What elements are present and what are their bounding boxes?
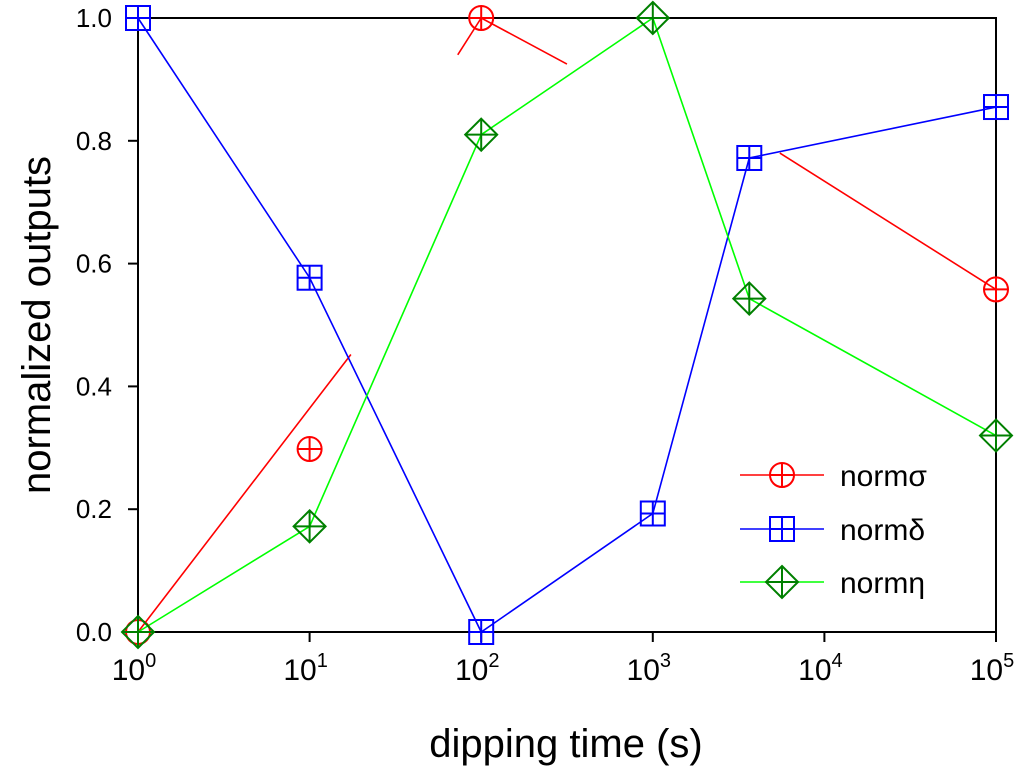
y-tick-label: 0.0 [76, 617, 112, 647]
legend-label: normδ [840, 514, 925, 547]
series-1-line [137, 17, 997, 634]
legend-swatch-marker [769, 462, 795, 488]
x-tick-label: 102 [455, 650, 500, 687]
x-tick-label: 101 [283, 650, 328, 687]
legend-swatch-marker [764, 564, 800, 600]
series-1-point [736, 144, 763, 171]
series-0-point [296, 436, 323, 463]
series-1-point [296, 264, 323, 291]
series-2-point [978, 418, 1014, 453]
series-lines [137, 16, 997, 634]
series-2-line [137, 16, 997, 633]
y-tick-label: 0.2 [76, 494, 112, 524]
series-0-point [468, 5, 495, 31]
x-tick-label: 100 [112, 650, 157, 687]
x-axis-ticks: 100 101 102 103 104 105 [112, 632, 1015, 687]
y-tick-label: 1.0 [76, 3, 112, 33]
series-1-point [639, 500, 666, 527]
legend-label: normη [840, 567, 925, 600]
legend: normσ normδ normη [740, 460, 927, 600]
plot-frame [137, 17, 997, 633]
series-1-point [468, 619, 495, 645]
series-markers [120, 0, 1014, 650]
series-0-segment [779, 152, 997, 291]
series-2-point [635, 0, 671, 36]
y-axis-ticks: 0.0 0.2 0.4 0.6 0.8 1.0 [76, 3, 138, 647]
y-tick-label: 0.8 [76, 126, 112, 156]
legend-label: normσ [840, 460, 927, 493]
series-2-point [463, 117, 499, 153]
x-tick-label: 105 [970, 650, 1015, 687]
series-2-point [292, 508, 328, 544]
series-2-point [120, 614, 156, 650]
series-0-point [983, 276, 1009, 303]
series-0-segment [457, 17, 482, 56]
x-tick-label: 103 [627, 650, 672, 687]
series-0-segment [480, 17, 568, 65]
series-0-segment [137, 353, 352, 633]
x-tick-label: 104 [798, 650, 843, 687]
series-1-point [125, 5, 151, 31]
y-tick-label: 0.6 [76, 249, 112, 279]
y-axis-title: normalized outputs [15, 156, 59, 494]
legend-swatch-marker [769, 516, 795, 542]
y-tick-label: 0.4 [76, 371, 112, 401]
series-1-point [983, 94, 1009, 121]
series-2-point [731, 281, 767, 317]
x-axis-title: dipping time (s) [429, 722, 702, 766]
